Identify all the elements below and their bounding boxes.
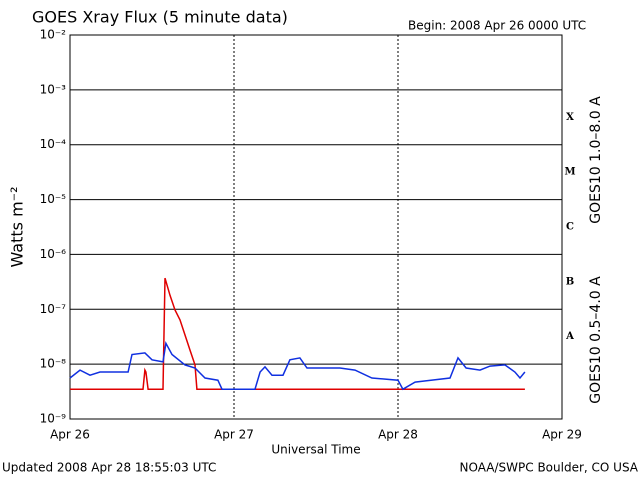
footer-left: Updated 2008 Apr 28 18:55:03 UTC (2, 461, 216, 475)
y-tick-label: 10⁻⁶ (40, 247, 67, 261)
chart-subtitle: Begin: 2008 Apr 26 0000 UTC (408, 19, 586, 33)
y-tick-label: 10⁻⁴ (40, 137, 67, 151)
x-tick-label: Apr 29 (542, 428, 582, 442)
y-tick-label: 10⁻⁸ (40, 357, 67, 371)
y-tick-label: 10⁻⁹ (40, 412, 67, 426)
legend-entry: GOES10 0.5–4.0 A (588, 276, 604, 404)
series-line (70, 277, 525, 390)
y-tick-label: 10⁻³ (40, 82, 67, 96)
x-tick-label: Apr 26 (50, 428, 90, 442)
chart-title: GOES Xray Flux (5 minute data) (32, 8, 288, 27)
x-tick-label: Apr 27 (214, 428, 254, 442)
footer-right: NOAA/SWPC Boulder, CO USA (460, 461, 639, 475)
y-axis-label: Watts m⁻² (8, 186, 27, 267)
flare-class-label: B (566, 276, 574, 287)
y-tick-label: 10⁻² (40, 28, 67, 42)
plot-frame (69, 34, 563, 420)
legend-entry: GOES10 1.0–8.0 A (588, 96, 604, 224)
series-line (69, 340, 526, 391)
y-tick-label: 10⁻⁷ (40, 302, 67, 316)
flare-class-label: M (564, 167, 575, 178)
x-axis-label: Universal Time (271, 443, 360, 457)
flare-class-label: C (566, 222, 574, 233)
flare-class-label: X (566, 112, 574, 123)
y-tick-label: 10⁻⁵ (40, 192, 67, 206)
x-tick-label: Apr 28 (378, 428, 418, 442)
flare-class-label: A (565, 331, 574, 342)
